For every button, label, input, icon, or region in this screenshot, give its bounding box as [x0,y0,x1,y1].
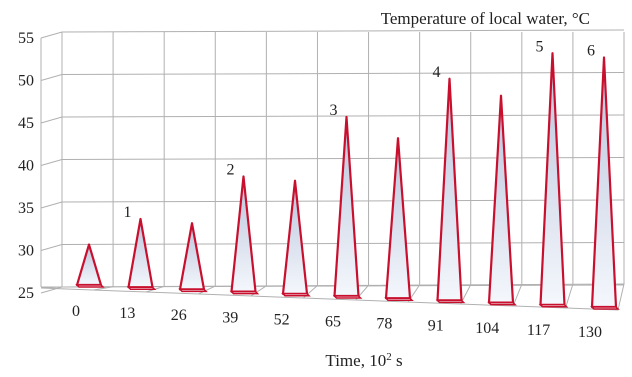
bar-pyramid [487,94,517,306]
bar-pyramid [590,56,620,310]
bar-pyramid [435,77,466,304]
gridline-side [40,159,63,166]
pyramid-front-face [539,52,566,306]
pyramid-front-face [487,94,515,304]
floor-divider [198,285,216,295]
x-tick-label: 65 [325,314,341,331]
pyramid-front-face [230,175,257,293]
pyramid-front-face [281,179,309,295]
x-tick-label: 13 [119,305,135,322]
bar-pyramid [332,115,363,299]
floor-divider [565,283,574,309]
pyramid-front-face [436,77,463,302]
floor-divider [93,286,114,291]
x-tick-label: 0 [72,303,80,320]
gridline-side [40,244,63,251]
pyramid-base [384,297,414,301]
pyramid-front-face [127,217,154,289]
x-tick-label: 52 [274,311,290,328]
pyramid-front-face [590,56,618,309]
pyramid-annotation: 5 [536,38,544,55]
y-tick-label: 30 [18,243,34,260]
pyramid-base [281,293,311,297]
chart-title: Temperature of local water, °C [381,9,590,28]
pyramid-series [75,52,620,310]
pyramid-annotation: 4 [433,64,441,81]
pyramid-front-face [333,115,360,298]
y-tick-label: 45 [18,115,34,132]
x-axis-label-prefix: Time, 10 [325,351,386,370]
x-axis-label: Time, 102 s [325,351,402,370]
gridline [61,29,625,33]
x-tick-label: 91 [428,318,444,335]
pyramid-base [538,304,569,308]
bar-pyramid [178,222,208,293]
floor [40,283,625,311]
pyramid-annotation: 1 [124,204,132,221]
x-axis-label-exponent: 2 [386,351,392,363]
floor-divider [512,284,523,307]
y-tick-label: 35 [18,200,34,217]
gridline [61,72,625,75]
x-axis-label-suffix: s [392,351,403,370]
pyramid-base [487,301,517,306]
pyramid-base [178,288,208,293]
bar-pyramid [75,243,105,288]
labels: 25 30 35 40 45 50 55 0 13 1 26 39 2 52 65 3 78 91 4 104 117 5… [18,30,602,341]
y-tick-label: 55 [18,30,34,47]
pyramid-base [590,306,620,310]
grid [40,29,625,311]
x-tick-label: 130 [578,324,602,341]
x-tick-label: 78 [376,316,392,333]
gridline-side [40,116,63,124]
x-tick-label: 39 [222,309,238,326]
x-tick-label: 104 [475,320,499,337]
bar-pyramid [281,179,311,297]
bar-pyramid [229,175,260,295]
pyramid-base [435,299,466,304]
pyramid-annotation: 3 [330,102,338,119]
gridline-side [40,201,63,209]
gridline-side [40,286,63,294]
pyramid-annotation: 6 [587,43,595,60]
y-tick-label: 25 [18,285,34,302]
x-tick-label: 26 [171,307,187,324]
pyramid-base [75,284,105,288]
bar-pyramid [126,217,157,290]
bar-pyramid [538,52,569,308]
gridline [61,114,625,118]
pyramid-front-face [384,137,412,300]
y-tick-label: 50 [18,73,34,90]
y-tick-label: 40 [18,158,34,175]
gridline-side [40,31,63,39]
pyramid-base [229,290,260,295]
bar-pyramid [384,137,414,301]
gridline-side [40,74,63,81]
pyramid-front-face [178,222,206,291]
pyramid-front-face [75,243,103,287]
pyramid-annotation: 2 [227,162,235,179]
pyramid-base [126,286,157,290]
x-tick-label: 117 [527,322,550,339]
pyramid-base [332,295,363,299]
